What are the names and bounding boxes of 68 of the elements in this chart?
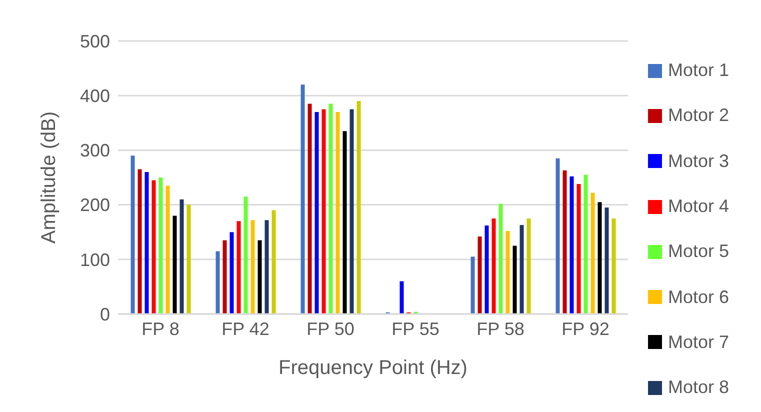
bar	[172, 216, 177, 314]
bar	[556, 158, 560, 314]
bar	[342, 131, 347, 314]
bar	[498, 204, 503, 314]
bar	[612, 218, 616, 314]
y-tick-label: 300	[80, 140, 110, 161]
bar	[250, 220, 255, 314]
x-tick-label: FP 42	[222, 318, 270, 339]
y-tick-label: 400	[80, 86, 110, 106]
y-tick-label: 200	[80, 195, 110, 216]
bar	[590, 192, 595, 314]
bar	[222, 240, 227, 314]
y-tick-label: 100	[80, 250, 110, 270]
bar	[322, 109, 326, 314]
bar	[576, 184, 581, 314]
y-tick-label: 0	[100, 304, 110, 324]
bar	[478, 236, 482, 314]
bar	[570, 176, 574, 314]
legend-label: Motor 8	[668, 377, 730, 398]
bar	[604, 208, 609, 314]
legend-label: Motor 1	[668, 60, 730, 82]
bar	[272, 210, 276, 314]
x-tick-label: FP 8	[142, 318, 180, 339]
bar	[230, 232, 234, 314]
bar	[300, 84, 305, 314]
x-tick-label: FP 58	[476, 318, 524, 339]
bar	[264, 220, 269, 314]
bar	[584, 174, 588, 314]
bar	[492, 218, 496, 314]
bar	[512, 246, 517, 314]
bar	[356, 101, 361, 314]
bar	[562, 170, 567, 314]
legend-label: Motor 3	[668, 150, 730, 172]
bar	[158, 178, 163, 314]
bar	[186, 204, 191, 314]
bar	[258, 240, 262, 314]
bar	[506, 231, 510, 314]
bar	[216, 251, 220, 314]
x-tick-label: FP 55	[392, 318, 440, 339]
bar	[236, 221, 241, 314]
x-axis-title: Frequency Point (Hz)	[278, 357, 468, 379]
bar	[144, 172, 149, 314]
bar	[244, 196, 248, 314]
bar	[152, 180, 156, 314]
x-tick-label: FP 50	[306, 318, 354, 339]
legend-label: Motor 4	[668, 196, 730, 218]
y-tick-label: 500	[80, 31, 110, 52]
bar	[336, 112, 340, 314]
bar	[130, 156, 135, 314]
bar	[314, 112, 319, 314]
bar	[350, 109, 354, 314]
bar	[400, 281, 404, 314]
bar	[308, 104, 312, 314]
bar	[520, 225, 524, 314]
bar	[470, 256, 475, 314]
bar	[484, 226, 489, 314]
legend-label: Motor 6	[668, 286, 730, 308]
legend-label: Motor 5	[668, 241, 730, 262]
bar	[598, 202, 602, 314]
legend-label: Motor 7	[668, 332, 730, 353]
bar	[138, 169, 142, 314]
y-axis-title: Amplitude (dB)	[38, 111, 60, 244]
bar	[328, 104, 333, 314]
x-tick-label: FP 92	[562, 318, 610, 339]
legend-label: Motor 2	[668, 105, 730, 126]
bar	[526, 218, 531, 314]
bar	[166, 186, 170, 314]
bar	[180, 199, 184, 314]
